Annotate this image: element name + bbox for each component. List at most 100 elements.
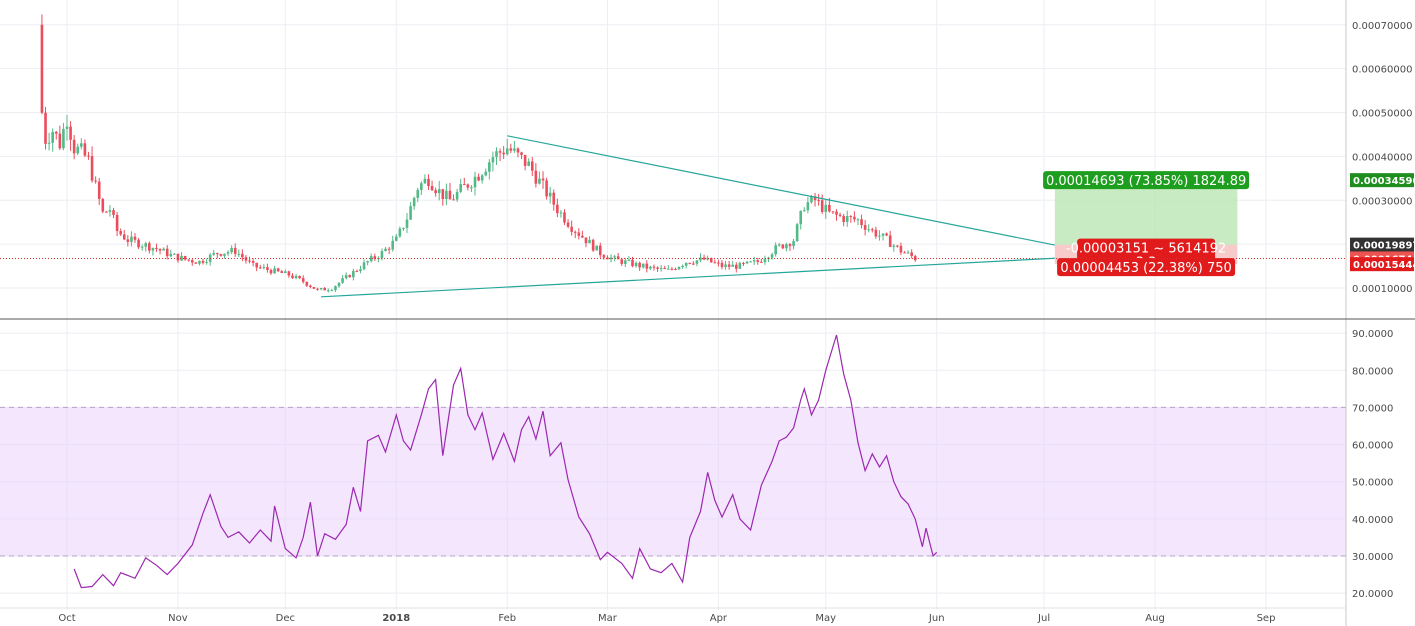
candle — [534, 163, 538, 188]
candle — [853, 211, 856, 223]
loss-label-text: 0.00004453 (22.38%) 750 — [1060, 261, 1231, 276]
candle — [373, 253, 377, 262]
candle — [523, 154, 527, 171]
candle — [416, 187, 420, 203]
candle — [216, 252, 219, 259]
candle — [484, 168, 488, 177]
candle — [223, 253, 226, 259]
candle — [280, 270, 284, 274]
candle — [273, 265, 276, 274]
profit-label-text: 0.00014693 (73.85%) 1824.89 — [1046, 174, 1246, 189]
candle — [731, 260, 735, 267]
candle — [319, 287, 323, 291]
candle — [606, 255, 609, 260]
candle — [462, 177, 466, 186]
candle — [262, 264, 266, 270]
time-tick-label: Oct — [58, 613, 75, 624]
candle — [348, 274, 352, 278]
candle — [774, 242, 777, 257]
candle — [344, 272, 348, 280]
candle — [749, 260, 752, 263]
candle — [702, 254, 706, 261]
candle — [802, 207, 806, 212]
candle — [445, 183, 448, 206]
candle — [105, 211, 108, 213]
trendline-lower[interactable] — [321, 257, 1055, 298]
candle — [130, 231, 133, 247]
oscillator-tick-label: 30.0000 — [1352, 552, 1393, 563]
candle — [219, 253, 223, 257]
trendline-upper[interactable] — [507, 135, 1055, 246]
candle — [824, 200, 828, 219]
candle — [194, 261, 198, 264]
oscillator-tick-label: 20.0000 — [1352, 589, 1393, 600]
candle — [631, 256, 634, 268]
oscillator-series — [73, 334, 938, 589]
price-tag-text: 0.00019897 — [1353, 241, 1415, 252]
candle — [402, 227, 405, 231]
price-tag: 0.00015444 — [1350, 257, 1415, 272]
candle — [806, 197, 810, 214]
candle — [695, 260, 699, 267]
candle — [423, 174, 427, 185]
candle — [162, 247, 165, 251]
candlestick-series — [0, 14, 1346, 293]
candle — [409, 202, 412, 220]
candle — [760, 258, 763, 263]
overbought-oversold-band — [0, 407, 1346, 556]
candle — [140, 244, 144, 251]
oscillator-tick-label: 50.0000 — [1352, 478, 1393, 489]
candle — [255, 262, 258, 272]
candle — [498, 148, 502, 162]
long-position-tool[interactable]: 0.00014693 (73.85%) 1824.89 -0.00003151 ~… — [1043, 171, 1250, 277]
candle — [491, 151, 495, 172]
candle — [570, 220, 573, 236]
price-tick-label: 0.00060000 — [1352, 65, 1412, 76]
candle — [878, 230, 881, 241]
candle — [777, 242, 781, 247]
candle — [477, 173, 480, 182]
candle — [548, 186, 552, 204]
candle — [72, 135, 76, 160]
candle — [94, 176, 97, 184]
candle — [398, 226, 402, 238]
oscillator-tick-label: 90.0000 — [1352, 329, 1393, 340]
candle — [115, 211, 119, 237]
candle — [437, 180, 441, 201]
candle — [745, 261, 749, 265]
candle — [47, 132, 51, 151]
candle — [65, 115, 69, 141]
candle — [198, 260, 201, 266]
candle — [430, 180, 434, 191]
candle — [133, 232, 137, 243]
candle — [352, 268, 355, 281]
time-tick-label: Mar — [598, 613, 618, 624]
candle — [312, 286, 316, 289]
candle — [649, 265, 652, 270]
candle — [377, 256, 380, 263]
candle — [742, 261, 745, 267]
candle — [244, 254, 248, 264]
candle — [387, 246, 391, 255]
candle — [480, 173, 484, 184]
candle — [80, 138, 83, 150]
candle — [155, 243, 158, 252]
candle — [591, 238, 595, 252]
candle — [495, 147, 498, 165]
candle — [856, 218, 860, 226]
trendlines[interactable] — [321, 135, 1055, 298]
candle — [502, 146, 505, 159]
candle — [284, 269, 287, 274]
candle — [609, 254, 613, 263]
candle — [713, 259, 717, 264]
time-tick-label: Nov — [168, 613, 188, 624]
candle — [538, 171, 541, 185]
candle — [208, 253, 212, 266]
candle — [813, 192, 817, 207]
candle — [792, 238, 795, 250]
candle — [663, 265, 667, 270]
candle — [734, 262, 738, 273]
candle — [556, 198, 559, 218]
